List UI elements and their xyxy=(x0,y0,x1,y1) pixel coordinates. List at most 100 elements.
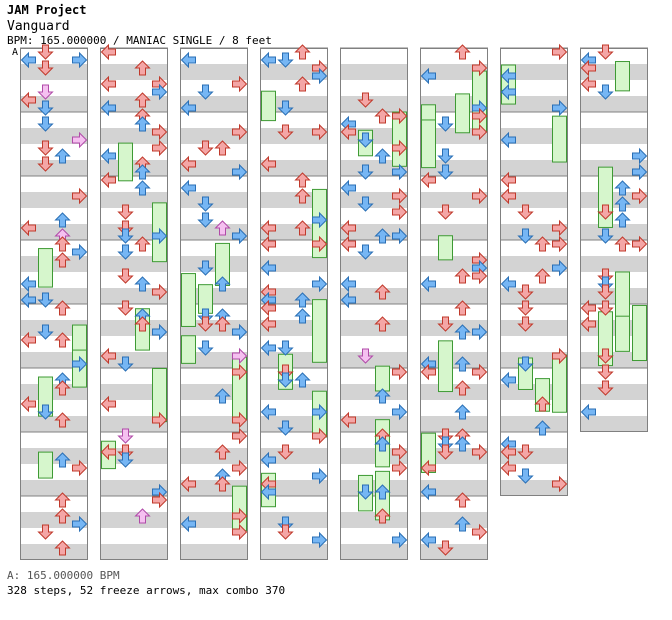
right-arrow xyxy=(392,227,408,245)
left-arrow xyxy=(180,179,196,197)
section-marker: A xyxy=(12,47,19,58)
beat-stripe xyxy=(20,224,88,240)
beat-stripe xyxy=(340,448,408,464)
beat-stripe xyxy=(180,448,248,464)
up-arrow xyxy=(454,44,471,60)
down-arrow xyxy=(197,260,214,276)
right-arrow xyxy=(392,203,408,221)
freeze-arrow-body xyxy=(438,340,453,393)
up-arrow xyxy=(134,60,151,76)
down-arrow xyxy=(277,340,294,356)
beat-stripe xyxy=(100,544,168,560)
left-arrow xyxy=(580,403,596,421)
beat-stripe xyxy=(420,160,488,176)
left-arrow xyxy=(500,187,516,205)
bpm-footer: A: 165.000000 BPM xyxy=(7,569,120,582)
beat-stripe xyxy=(20,192,88,208)
right-arrow xyxy=(232,363,248,381)
right-arrow xyxy=(232,523,248,541)
right-arrow xyxy=(472,59,488,77)
freeze-arrow-body xyxy=(375,365,390,392)
up-arrow xyxy=(454,268,471,284)
beat-stripe xyxy=(180,96,248,112)
down-arrow xyxy=(117,356,134,372)
down-arrow xyxy=(37,292,54,308)
down-arrow xyxy=(437,116,454,132)
beat-stripe xyxy=(500,352,568,368)
up-arrow xyxy=(534,396,551,412)
right-arrow xyxy=(152,123,168,141)
down-arrow xyxy=(357,484,374,500)
beat-stripe xyxy=(100,224,168,240)
up-arrow xyxy=(454,356,471,372)
chart-column xyxy=(580,48,648,432)
left-arrow xyxy=(180,155,196,173)
beat-stripe xyxy=(500,480,568,496)
down-arrow xyxy=(357,132,374,148)
down-arrow xyxy=(37,324,54,340)
beat-stripe xyxy=(340,96,408,112)
freeze-arrow-body xyxy=(181,335,196,364)
chart-column xyxy=(100,48,168,560)
up-arrow xyxy=(294,308,311,324)
down-arrow xyxy=(197,316,214,332)
beat-stripe xyxy=(180,352,248,368)
left-arrow xyxy=(420,531,436,549)
right-arrow xyxy=(232,75,248,93)
right-arrow xyxy=(392,363,408,381)
beat-stripe xyxy=(420,384,488,400)
up-arrow xyxy=(374,508,391,524)
down-arrow xyxy=(437,316,454,332)
up-arrow xyxy=(134,508,151,524)
up-arrow xyxy=(54,452,71,468)
beat-stripe xyxy=(100,320,168,336)
left-arrow xyxy=(500,171,516,189)
beat-stripe xyxy=(500,384,568,400)
beat-stripe xyxy=(580,160,648,176)
up-arrow xyxy=(534,268,551,284)
beat-stripe xyxy=(180,512,248,528)
left-arrow xyxy=(20,91,36,109)
up-arrow xyxy=(134,180,151,196)
up-arrow xyxy=(54,212,71,228)
left-arrow xyxy=(500,275,516,293)
beat-stripe xyxy=(580,416,648,432)
right-arrow xyxy=(552,475,568,493)
right-arrow xyxy=(152,283,168,301)
left-arrow xyxy=(100,75,116,93)
left-arrow xyxy=(260,315,276,333)
beat-stripe xyxy=(260,288,328,304)
beat-stripe xyxy=(580,128,648,144)
beat-stripe xyxy=(500,64,568,80)
down-arrow xyxy=(597,348,614,364)
left-arrow xyxy=(180,515,196,533)
left-arrow xyxy=(340,291,356,309)
down-arrow xyxy=(37,100,54,116)
down-arrow xyxy=(517,316,534,332)
right-arrow xyxy=(232,411,248,429)
beat-stripe xyxy=(180,384,248,400)
beat-stripe xyxy=(420,544,488,560)
down-arrow xyxy=(277,100,294,116)
beat-stripe xyxy=(180,544,248,560)
left-arrow xyxy=(500,131,516,149)
beat-stripe xyxy=(20,544,88,560)
beat-stripe xyxy=(340,192,408,208)
down-arrow xyxy=(37,140,54,156)
beat-stripe xyxy=(420,192,488,208)
up-arrow xyxy=(294,292,311,308)
up-arrow xyxy=(54,236,71,252)
beat-stripe xyxy=(260,320,328,336)
left-arrow xyxy=(420,483,436,501)
beat-stripe xyxy=(500,256,568,272)
beat-stripe xyxy=(340,288,408,304)
beat-stripe xyxy=(260,224,328,240)
up-arrow xyxy=(214,140,231,156)
down-arrow xyxy=(517,444,534,460)
up-arrow xyxy=(134,116,151,132)
right-arrow xyxy=(552,347,568,365)
beat-stripe xyxy=(20,96,88,112)
down-arrow xyxy=(437,164,454,180)
right-arrow xyxy=(552,43,568,61)
